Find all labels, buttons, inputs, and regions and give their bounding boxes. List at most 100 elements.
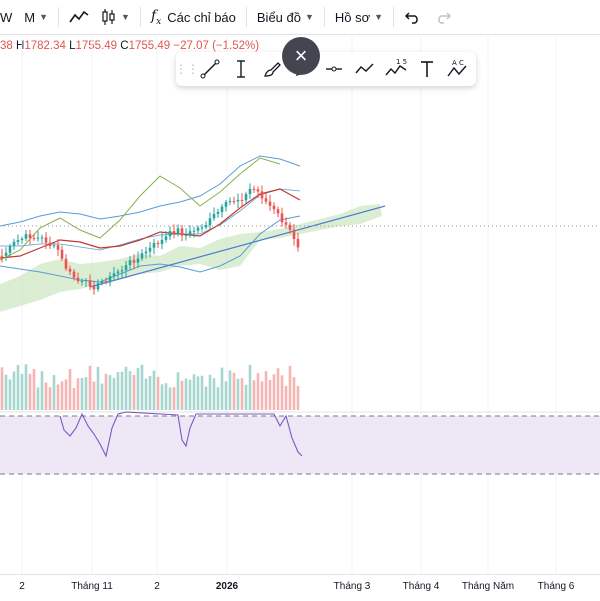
candle-body [156,242,160,244]
candle-body [68,268,72,272]
candle-body [124,265,128,271]
toolbar-divider [245,7,247,27]
candle-body [244,193,248,201]
candle-body [284,222,288,225]
volume-bar [132,374,136,410]
candle-body [152,242,156,248]
candle-body [288,224,292,230]
time-axis-label: Tháng 3 [333,581,371,592]
volume-bar [124,366,128,410]
line-chart-type-button[interactable] [63,0,95,34]
volume-bar [128,371,132,410]
volume-bar [248,364,252,410]
candle-body [184,234,188,236]
volume-bar [288,365,292,410]
grid-lines [21,34,557,574]
volume-bar [216,387,220,410]
candle-body [12,241,16,246]
volume-bar [116,372,120,410]
indicators-button[interactable]: fx Các chỉ báo [145,0,242,34]
candle-body [52,245,56,247]
time-axis[interactable]: 2 Tháng 11 2 2026 Tháng 3 Tháng 4 Tháng Năm Thá… [0,574,600,601]
elliott-wave-tool[interactable]: 1 5 [380,54,411,84]
volume-bar [236,378,240,410]
volume-bar [240,378,244,410]
volume-bar [212,378,216,410]
charts-menu-button[interactable]: Biểu đồ ▼ [251,0,320,34]
text-cursor-tool[interactable] [225,54,256,84]
candle-body [176,228,180,234]
abcd-pattern-tool[interactable]: A C [442,54,473,84]
candle-body [32,238,36,240]
polyline-tool[interactable] [349,54,380,84]
candlestick-icon [102,9,115,25]
volume-bar [192,374,196,410]
trend-line-tool[interactable] [194,54,225,84]
ichimoku-cloud [0,204,382,312]
toolbar-divider [323,7,325,27]
candle-body [160,239,164,244]
horizontal-line-tool[interactable] [318,54,349,84]
volume-bar [160,384,164,410]
volume-bar [264,370,268,410]
candle-body [88,280,92,287]
candle-body [112,273,116,277]
volume-bar [36,387,40,410]
interval-month-button[interactable]: M ▼ [18,0,54,34]
close-drawing-toolbar-button[interactable]: × [282,37,320,75]
candle-body [140,253,144,259]
volume-bar [64,379,68,410]
candle-body [136,258,140,263]
volume-bar [196,376,200,410]
volume-bar [8,379,12,410]
undo-button[interactable] [398,0,428,34]
redo-button[interactable] [428,0,458,34]
volume-bar [108,375,112,410]
time-axis-label: Tháng 6 [537,581,575,592]
candle-body [96,283,100,290]
candle-body [132,260,136,263]
candle-body [292,229,296,240]
candle-body [104,281,108,283]
volume-bar [80,378,84,410]
time-axis-label: Tháng Năm [461,581,515,592]
candle-body [168,231,172,237]
lagging-span-line [0,157,281,261]
low-label: L [69,40,76,52]
candle-body [44,237,48,243]
volume-bar [140,364,144,410]
chevron-down-icon: ▼ [304,12,314,22]
polyline-icon [354,63,373,74]
bollinger-lower-band [0,215,301,283]
candle-body [248,189,252,194]
volume-bar [96,366,100,410]
candle-body [84,280,88,282]
volume-bar [280,375,284,410]
volume-bar [200,375,204,410]
candle-body [20,238,24,241]
volume-bar [136,368,140,410]
brush-icon [263,62,281,77]
brush-tool[interactable] [256,54,287,84]
volume-bar [32,368,36,410]
candle-body [56,245,60,250]
candle-body [48,242,52,247]
toolbar-divider [393,7,395,27]
drawing-toolbar: ⋮⋮ 1 5 A C [175,52,476,86]
candle-body [272,205,276,210]
candlestick-chart-type-button[interactable]: ▼ [95,0,136,34]
candle-body [128,260,132,266]
candle-body [280,213,284,223]
price-chart[interactable] [0,34,600,574]
candle-body [24,234,28,239]
interval-week-button[interactable]: W [0,9,13,25]
volume-bar [208,374,212,410]
drag-handle-icon[interactable]: ⋮⋮ [175,62,199,76]
volume-bar [40,371,44,410]
candle-body [196,227,200,231]
text-tool[interactable] [411,54,442,84]
profile-menu-button[interactable]: Hồ sơ ▼ [329,0,389,34]
top-toolbar: W M ▼ ▼ fx Các chỉ báo Biểu đồ ▼ Hồ sơ ▼ [0,0,600,35]
candle-body [200,227,204,229]
volume-bar [92,381,96,410]
